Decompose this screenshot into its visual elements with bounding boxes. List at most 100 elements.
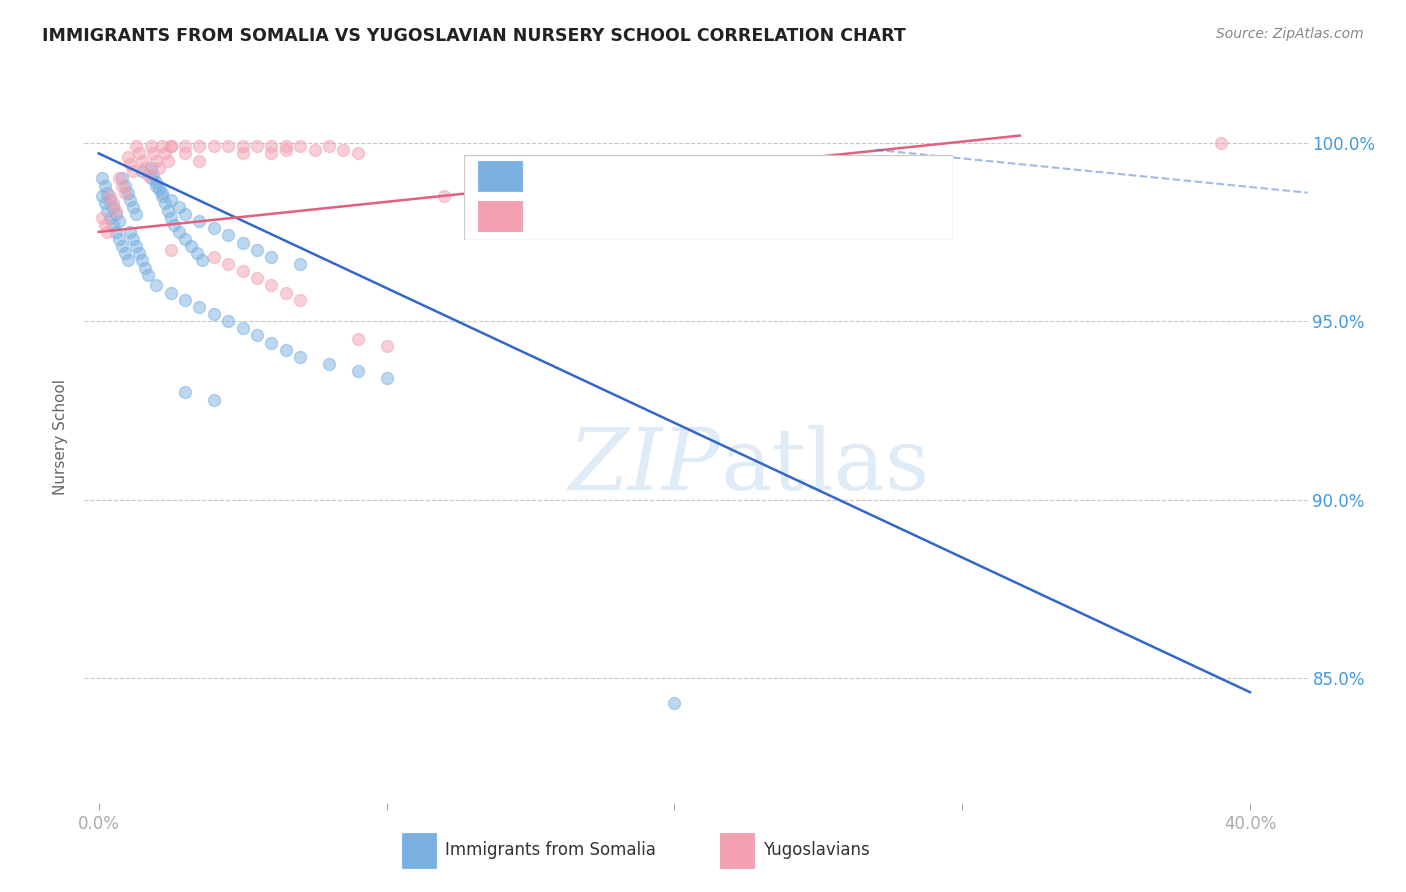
Point — [148, 161, 170, 175]
Point — [232, 139, 254, 153]
Point — [217, 228, 239, 243]
Point — [246, 328, 269, 343]
Text: IMMIGRANTS FROM SOMALIA VS YUGOSLAVIAN NURSERY SCHOOL CORRELATION CHART: IMMIGRANTS FROM SOMALIA VS YUGOSLAVIAN N… — [42, 27, 905, 45]
Point — [174, 293, 197, 307]
Point — [174, 232, 197, 246]
Point — [174, 207, 197, 221]
Point — [169, 225, 191, 239]
Point — [153, 146, 176, 161]
Point — [375, 339, 398, 353]
Point — [274, 285, 297, 300]
Point — [188, 153, 211, 168]
Point — [105, 203, 128, 218]
Point — [120, 225, 142, 239]
Point — [169, 200, 191, 214]
Point — [260, 146, 283, 161]
Point — [180, 239, 202, 253]
Point — [246, 271, 269, 285]
Point — [120, 193, 142, 207]
Point — [217, 257, 239, 271]
Point — [122, 164, 145, 178]
Point — [148, 182, 170, 196]
Point — [134, 260, 156, 275]
Point — [131, 253, 153, 268]
Point — [174, 385, 197, 400]
Point — [375, 371, 398, 385]
Point — [290, 257, 312, 271]
Point — [159, 139, 181, 153]
Point — [274, 343, 297, 357]
Point — [246, 243, 269, 257]
Point — [125, 207, 148, 221]
Point — [150, 139, 173, 153]
Point — [111, 239, 134, 253]
Point — [96, 203, 118, 218]
Y-axis label: Nursery School: Nursery School — [53, 379, 69, 495]
Point — [122, 232, 145, 246]
Point — [188, 300, 211, 314]
Point — [174, 146, 197, 161]
Point — [318, 357, 340, 371]
Point — [232, 146, 254, 161]
Point — [162, 218, 184, 232]
Point — [202, 307, 225, 321]
Point — [274, 143, 297, 157]
Point — [260, 335, 283, 350]
Point — [136, 268, 159, 282]
Point — [346, 146, 368, 161]
Point — [191, 253, 214, 268]
Point — [217, 314, 239, 328]
Point — [108, 171, 131, 186]
Point — [491, 196, 513, 211]
Point — [114, 246, 136, 260]
Point — [346, 332, 368, 346]
Point — [186, 246, 208, 260]
Point — [159, 139, 181, 153]
Point — [101, 196, 124, 211]
Point — [145, 278, 167, 293]
Point — [188, 214, 211, 228]
Point — [139, 161, 162, 175]
Point — [346, 364, 368, 378]
Point — [105, 207, 128, 221]
Point — [96, 186, 118, 200]
Point — [111, 171, 134, 186]
Point — [232, 235, 254, 250]
Point — [290, 350, 312, 364]
Point — [274, 139, 297, 153]
Point — [105, 225, 128, 239]
Point — [159, 243, 181, 257]
Point — [260, 278, 283, 293]
Point — [101, 218, 124, 232]
Point — [136, 168, 159, 182]
Point — [108, 214, 131, 228]
Point — [131, 153, 153, 168]
Point — [139, 171, 162, 186]
Point — [90, 189, 112, 203]
Point — [101, 200, 124, 214]
Point — [117, 150, 139, 164]
Point — [202, 250, 225, 264]
Point — [93, 178, 115, 193]
Text: atlas: atlas — [720, 425, 929, 508]
Point — [159, 211, 181, 225]
Text: Source: ZipAtlas.com: Source: ZipAtlas.com — [1216, 27, 1364, 41]
Point — [318, 139, 340, 153]
Point — [93, 218, 115, 232]
Point — [145, 178, 167, 193]
Point — [202, 392, 225, 407]
Point — [290, 293, 312, 307]
Point — [98, 189, 121, 203]
Point — [156, 203, 179, 218]
Point — [111, 178, 134, 193]
Point — [90, 171, 112, 186]
Point — [142, 168, 165, 182]
Point — [90, 211, 112, 225]
Point — [202, 139, 225, 153]
Point — [117, 253, 139, 268]
Point — [232, 321, 254, 335]
Point — [145, 153, 167, 168]
Point — [304, 143, 326, 157]
Point — [159, 285, 181, 300]
Point — [188, 139, 211, 153]
